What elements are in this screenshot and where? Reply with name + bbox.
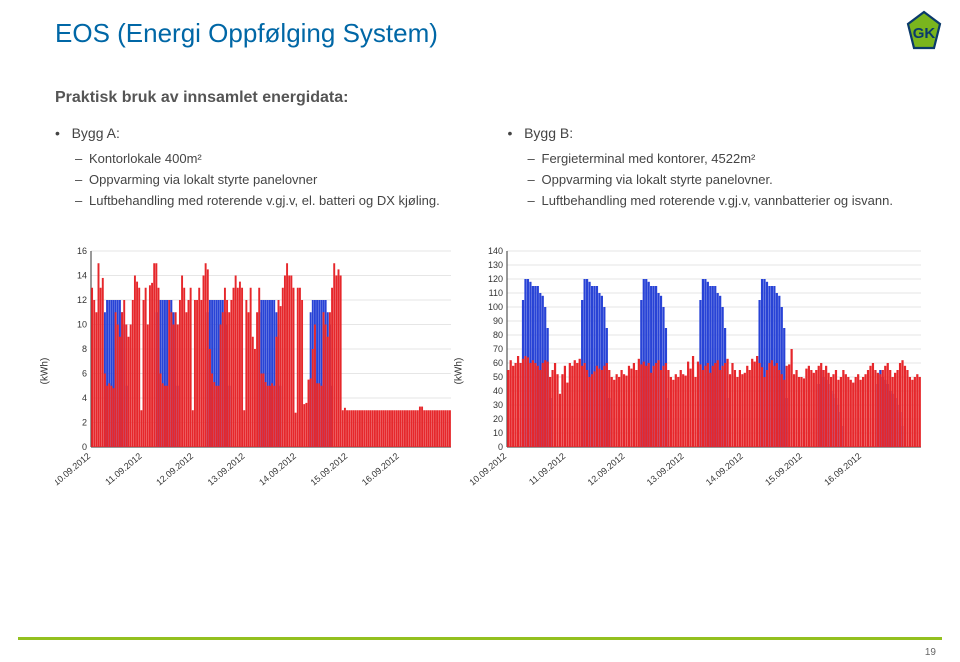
svg-text:50: 50 — [493, 372, 503, 382]
svg-text:0: 0 — [82, 442, 87, 452]
svg-text:12.09.2012: 12.09.2012 — [586, 451, 627, 488]
svg-text:12: 12 — [77, 295, 87, 305]
chart-a-ylabel: (kWh) — [40, 358, 51, 385]
svg-text:15.09.2012: 15.09.2012 — [763, 451, 804, 488]
svg-text:60: 60 — [493, 358, 503, 368]
svg-text:8: 8 — [82, 344, 87, 354]
col-b-item: Oppvarming via lokalt styrte panelovner. — [528, 170, 921, 191]
col-b-item: Fergieterminal med kontorer, 4522m² — [528, 149, 921, 170]
columns: • Bygg A: Kontorlokale 400m² Oppvarming … — [55, 125, 920, 211]
col-a-head: • Bygg A: — [55, 125, 468, 141]
svg-text:130: 130 — [488, 260, 503, 270]
svg-text:13.09.2012: 13.09.2012 — [645, 451, 686, 488]
svg-text:14.09.2012: 14.09.2012 — [257, 451, 298, 488]
svg-text:10: 10 — [493, 428, 503, 438]
svg-text:GK: GK — [913, 25, 936, 42]
page-number: 19 — [925, 647, 936, 658]
svg-text:10.09.2012: 10.09.2012 — [55, 451, 92, 488]
svg-text:2: 2 — [82, 418, 87, 428]
svg-text:90: 90 — [493, 316, 503, 326]
svg-text:12.09.2012: 12.09.2012 — [154, 451, 195, 488]
svg-text:100: 100 — [488, 302, 503, 312]
col-a-item: Luftbehandling med roterende v.gj.v, el.… — [75, 191, 468, 212]
svg-text:140: 140 — [488, 246, 503, 256]
svg-text:4: 4 — [82, 393, 87, 403]
svg-text:110: 110 — [489, 288, 503, 298]
col-a-item: Kontorlokale 400m² — [75, 149, 468, 170]
page-title: EOS (Energi Oppfølging System) — [55, 18, 920, 49]
chart-b-ylabel: (kWh) — [454, 358, 465, 385]
svg-text:11.09.2012: 11.09.2012 — [527, 451, 567, 487]
svg-text:30: 30 — [493, 400, 503, 410]
svg-text:80: 80 — [493, 330, 503, 340]
svg-text:11.09.2012: 11.09.2012 — [103, 451, 143, 487]
svg-text:20: 20 — [493, 414, 503, 424]
svg-text:10.09.2012: 10.09.2012 — [469, 451, 508, 488]
chart-b: (kWh) 0102030405060708090100110120130140… — [469, 245, 929, 497]
chart-a: (kWh) 024681012141610.09.201211.09.20121… — [55, 245, 459, 497]
svg-text:13.09.2012: 13.09.2012 — [206, 451, 247, 488]
svg-text:16.09.2012: 16.09.2012 — [822, 451, 863, 488]
subtitle: Praktisk bruk av innsamlet energidata: — [55, 89, 920, 107]
svg-text:70: 70 — [493, 344, 503, 354]
gk-logo: GK — [902, 10, 946, 59]
svg-text:10: 10 — [77, 320, 87, 330]
column-bygg-a: • Bygg A: Kontorlokale 400m² Oppvarming … — [55, 125, 468, 211]
col-a-item: Oppvarming via lokalt styrte panelovner — [75, 170, 468, 191]
svg-text:0: 0 — [498, 442, 503, 452]
svg-text:15.09.2012: 15.09.2012 — [308, 451, 349, 488]
svg-text:16: 16 — [77, 246, 87, 256]
column-bygg-b: • Bygg B: Fergieterminal med kontorer, 4… — [508, 125, 921, 211]
svg-text:16.09.2012: 16.09.2012 — [360, 451, 401, 488]
footer-rule — [18, 637, 942, 640]
svg-text:14: 14 — [77, 271, 87, 281]
svg-text:40: 40 — [493, 386, 503, 396]
col-b-item: Luftbehandling med roterende v.gj.v, van… — [528, 191, 921, 212]
chart-a-svg: 0 2 4 6 8 10 12 14 16 10.09.2012 11.09.2012 12.09.2… — [55, 245, 459, 497]
chart-b-svg: 0 10 20 30 40 50 60 70 80 90 100 110 120 130 140 10.09.… — [469, 245, 929, 497]
svg-text:6: 6 — [82, 369, 87, 379]
svg-text:120: 120 — [488, 274, 503, 284]
charts-row: (kWh) 0 2 4 6 8 10 12 14 16 10.09.2012 11.09.2012 1… — [55, 245, 931, 497]
col-b-head: • Bygg B: — [508, 125, 921, 141]
svg-text:14.09.2012: 14.09.2012 — [704, 451, 745, 488]
